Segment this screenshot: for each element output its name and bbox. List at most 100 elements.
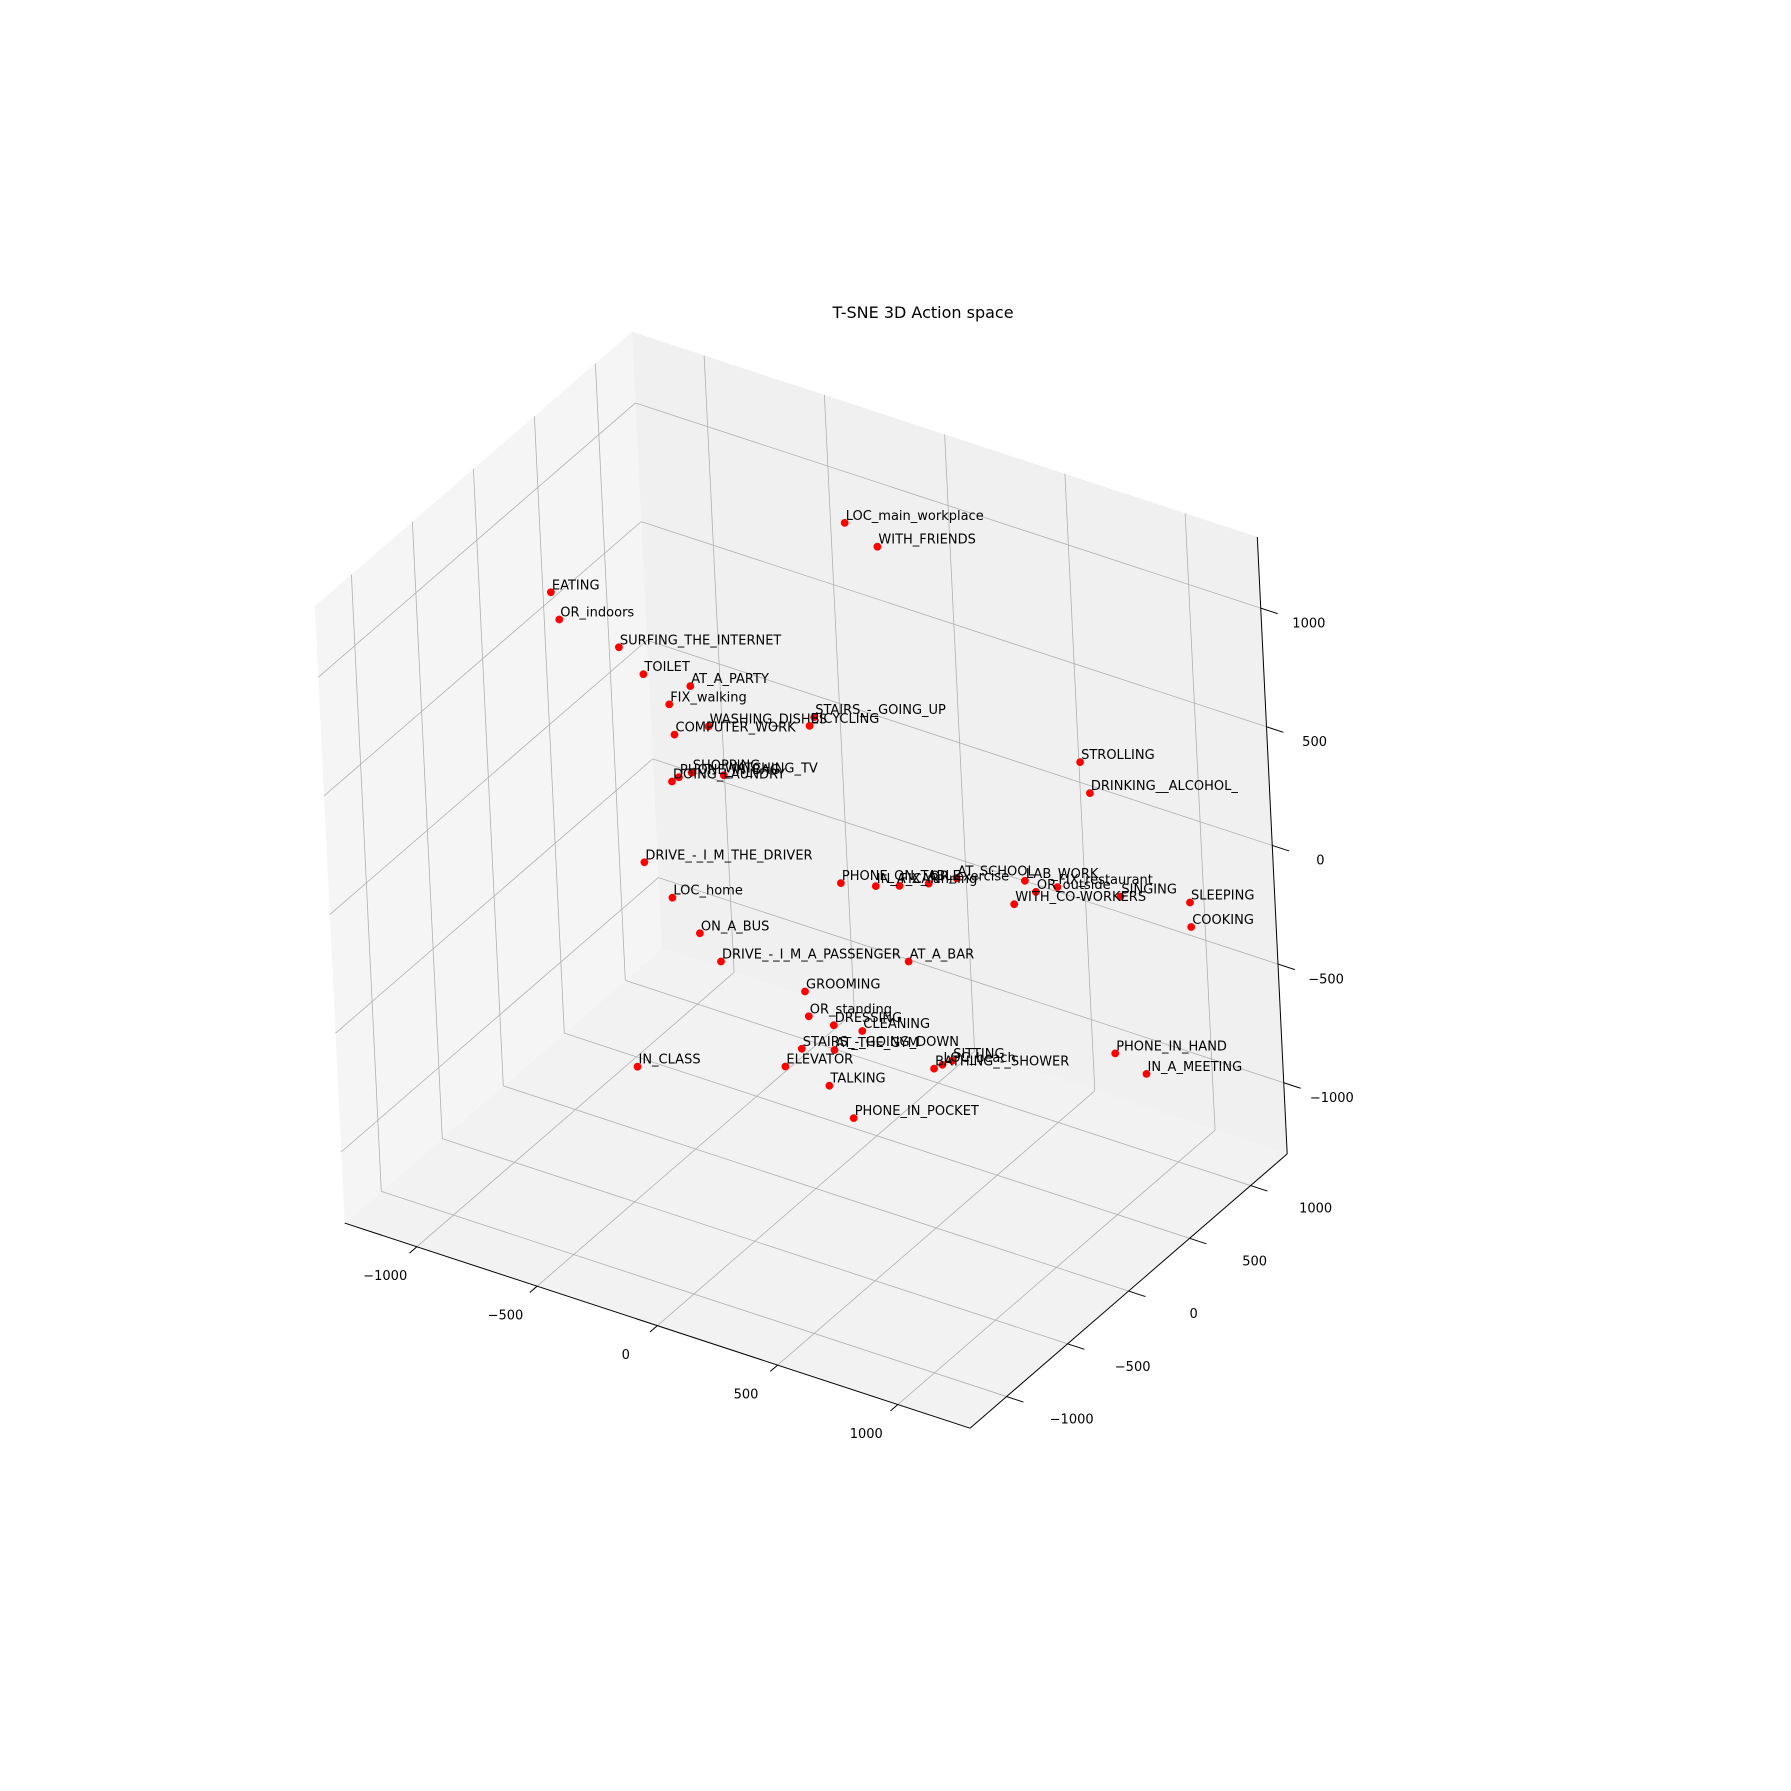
data-point xyxy=(1010,900,1019,909)
data-point xyxy=(930,1064,938,1073)
point-label: SLEEPING xyxy=(1191,889,1254,904)
point-label: BICYCLING xyxy=(811,712,880,727)
point-label: LAB_WORK xyxy=(1026,867,1099,882)
data-point xyxy=(719,771,728,780)
y-tick-label: −500 xyxy=(1115,1360,1151,1375)
grid-line xyxy=(503,1085,1129,1292)
data-point xyxy=(717,957,725,966)
z-tick-label: 0 xyxy=(1316,854,1324,869)
point-label: OR_exercise xyxy=(930,870,1009,885)
data-point xyxy=(938,1060,947,1069)
data-point xyxy=(1086,789,1094,797)
data-point xyxy=(804,1012,813,1021)
data-point xyxy=(895,882,904,890)
data-point xyxy=(840,519,849,527)
z-tick-mark xyxy=(1272,844,1290,852)
grid-line xyxy=(335,758,653,1034)
point-label: DRINKING__ALCOHOL_ xyxy=(1091,779,1238,794)
data-point xyxy=(837,879,845,887)
y-tick-mark xyxy=(1189,1237,1207,1245)
point-label: ON_A_BUS xyxy=(701,919,770,934)
data-point xyxy=(615,643,623,652)
point-label: LOC_home xyxy=(673,884,742,899)
y-tick-label: 1000 xyxy=(1299,1202,1332,1217)
point-label: DOING_LAUNDRY xyxy=(673,768,785,783)
data-point xyxy=(797,1044,806,1053)
data-point xyxy=(704,722,713,731)
x-tick-label: 1000 xyxy=(850,1427,883,1442)
chart-title: T-SNE 3D Action space xyxy=(831,303,1013,322)
point-label: FIX_walking xyxy=(670,690,747,705)
x-tick-mark xyxy=(890,1404,899,1412)
data-point xyxy=(825,1081,834,1090)
point-label: AT_A_BAR xyxy=(910,948,975,963)
data-point xyxy=(1186,898,1194,907)
data-point xyxy=(781,1062,790,1071)
point-label: CLEANING xyxy=(863,1017,930,1032)
grid-line xyxy=(340,877,659,1153)
point-label: COOKING xyxy=(1192,913,1254,928)
point-label: OR_indoors xyxy=(560,606,634,621)
grid-line xyxy=(317,402,636,678)
point-label: LOC_main_workplace xyxy=(846,509,984,524)
x-tick-label: −1000 xyxy=(363,1269,407,1284)
data-point xyxy=(555,615,564,624)
z-tick-mark xyxy=(1277,963,1295,971)
grid-line xyxy=(381,1191,1007,1397)
data-point xyxy=(829,1021,838,1030)
grid-line xyxy=(442,1138,1068,1345)
z-tick-label: −1000 xyxy=(1310,1091,1354,1106)
z-tick-label: −500 xyxy=(1308,972,1344,987)
point-label: SITTING xyxy=(953,1047,1004,1062)
grid-line xyxy=(329,639,648,915)
y-tick-label: −1000 xyxy=(1050,1413,1094,1428)
x-axis-line xyxy=(344,1222,971,1429)
point-label: STAIRS_-_GOING_DOWN xyxy=(803,1035,959,1050)
x-tick-mark xyxy=(529,1285,538,1293)
data-point xyxy=(696,929,704,938)
point-label: PHONE_IN_BAG xyxy=(680,763,780,778)
grid-line xyxy=(658,877,1284,1084)
point-label: SURFING_THE_INTERNET xyxy=(620,633,782,648)
grid-line xyxy=(625,980,1251,1186)
data-point xyxy=(1111,1049,1120,1058)
point-label: WITH_CO-WORKERS xyxy=(1015,890,1146,905)
data-point xyxy=(904,957,913,966)
tick-labels: −1000 −500 0 500 1000 −1000 −500 0 500 1000 −1000 −… xyxy=(363,607,1354,1442)
z-tick-mark xyxy=(1266,726,1284,733)
y-tick-label: 500 xyxy=(1242,1254,1267,1269)
data-point xyxy=(1032,888,1040,896)
x-tick-mark xyxy=(769,1364,778,1372)
point-label: AT_A_PARTY xyxy=(691,672,769,687)
data-point xyxy=(830,1046,839,1054)
data-point xyxy=(1021,876,1029,885)
data-point xyxy=(849,1114,858,1122)
data-point xyxy=(670,730,679,739)
point-label: DRIVE_-_I_M_A_PASSENGER xyxy=(722,948,901,963)
point-label: STROLLING xyxy=(1081,748,1155,763)
point-label: STAIRS_-_GOING_UP xyxy=(815,703,946,718)
z-tick-mark xyxy=(1283,1082,1301,1089)
point-label: FIX_restaurant xyxy=(1058,873,1153,888)
point-label: LOC_beach xyxy=(944,1051,1016,1066)
point-label: OR_standing xyxy=(810,1002,892,1017)
data-point xyxy=(1116,892,1125,901)
point-label: GROOMING xyxy=(806,978,880,993)
x-tick-label: −500 xyxy=(488,1308,524,1323)
x-tick-label: 500 xyxy=(734,1387,759,1402)
point-label: EATING xyxy=(552,578,600,593)
x-tick-mark xyxy=(649,1325,658,1333)
point-label: PHONE_IN_POCKET xyxy=(855,1104,979,1119)
point-label: AT_SCHOOL xyxy=(958,864,1036,879)
point-label: SINGING xyxy=(1121,883,1177,898)
data-point xyxy=(1053,883,1062,891)
point-label: ELEVATOR xyxy=(786,1053,853,1068)
grid-line xyxy=(564,1032,1190,1239)
grid-lines xyxy=(317,355,1284,1405)
point-label: DRIVE_-_I_M_THE_DRIVER xyxy=(645,848,812,863)
grid-line xyxy=(641,521,1267,728)
data-point xyxy=(952,874,961,883)
point-label: AT_THE_GYM xyxy=(836,1036,919,1051)
data-point xyxy=(665,700,674,709)
